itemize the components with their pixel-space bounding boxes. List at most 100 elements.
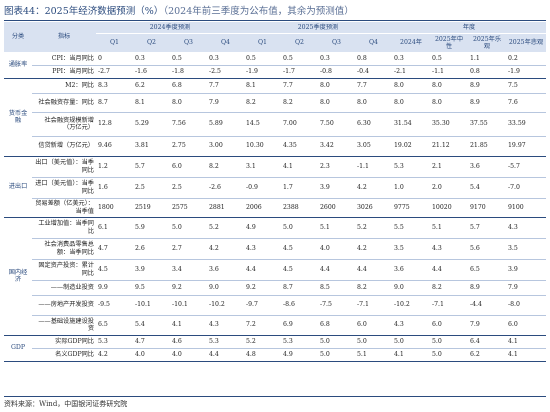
value-cell: 4.4 — [430, 259, 468, 281]
indicator-cell: ——房地产开发投资 — [32, 295, 96, 316]
value-cell: 6.0 — [355, 315, 392, 336]
header-indicator: 指标 — [32, 22, 96, 53]
value-cell: -8.0 — [506, 295, 546, 316]
value-cell: 1.6 — [96, 177, 133, 199]
value-cell: 1.7 — [281, 177, 318, 199]
value-cell: 1800 — [96, 198, 133, 218]
value-cell: 4.1 — [506, 335, 546, 349]
table-row: 社会融资规模新增（万亿元） 12.8 5.29 7.56 5.89 14.5 7.00 7.5… — [4, 112, 546, 137]
value-cell: 33.59 — [506, 112, 546, 137]
value-cell: 4.5 — [96, 259, 133, 281]
value-cell: 5.29 — [133, 112, 170, 137]
column-header: 2025年悲观 — [506, 33, 546, 52]
table-top-rule — [4, 20, 546, 21]
table-row: 进出口 出口（美元值）：当季同比 1.2 5.7 6.0 8.2 3.1 4.1 2.3 -1.1… — [4, 156, 546, 218]
value-cell: 5.4 — [133, 315, 170, 336]
table-row: 货币金融 M2：同比 8.3 6.2 6.8 7.7 8.1 7.7 8.0 7.7 8.0 8.0 8… — [4, 78, 546, 157]
table-row: ——房地产开发投资 -9.5 -10.1 -10.1 -10.2 -9.7 -8.6 -7.5… — [4, 295, 546, 316]
value-cell: 0.3 — [392, 52, 430, 66]
value-cell: 4.3 — [506, 217, 546, 239]
table-row: 信贷新增（万亿元） 9.46 3.81 2.75 3.00 10.30 4.35 3.42 3.… — [4, 136, 546, 157]
value-cell: 7.9 — [468, 315, 506, 336]
table-row: 进口（美元值）：当季同比 1.6 2.5 2.5 -2.6 -0.9 1.7 3.9 4.2 1.… — [4, 177, 546, 199]
value-cell: 9100 — [506, 198, 546, 218]
value-cell: 5.1 — [355, 348, 392, 362]
indicator-cell: CPI：当月同比 — [32, 52, 96, 66]
value-cell: 8.7 — [281, 280, 318, 296]
value-cell: -9.5 — [96, 295, 133, 316]
value-cell: 3026 — [355, 198, 392, 218]
value-cell: 3.42 — [318, 136, 355, 157]
figure-title: 图表44：2025年经济数据预测（%）（2024年前三季度为公布值，其余为预测值… — [4, 3, 354, 17]
value-cell: 7.56 — [170, 112, 207, 137]
value-cell: 37.55 — [468, 112, 506, 137]
value-cell: 4.0 — [318, 238, 355, 260]
header-column-row: Q1 Q2 Q3 Q4 Q1 Q2 Q3 Q4 2024年 2025年中性 2025年乐观 2025年… — [4, 33, 546, 52]
header-group-row: 分类 指标 2024季度预测 2025季度预测 年度 — [4, 22, 546, 53]
value-cell: -1.8 — [170, 65, 207, 79]
value-cell: -4.4 — [468, 295, 506, 316]
value-cell: 6.8 — [318, 315, 355, 336]
value-cell: 8.2 — [430, 280, 468, 296]
table-row: ——基础设施建设投资 6.5 5.4 4.1 4.3 7.2 6.9 6.8 6.0 4.3 6.0… — [4, 315, 546, 336]
value-cell: 4.1 — [506, 348, 546, 362]
column-header: Q4 — [355, 33, 392, 52]
column-header: Q1 — [244, 33, 281, 52]
figure-number: 图表44： — [4, 6, 45, 17]
value-cell: 8.3 — [96, 78, 133, 94]
value-cell: 0.5 — [281, 52, 318, 66]
table-row: 名义GDP同比 4.2 4.0 4.0 4.4 4.8 4.9 5.0 5.1 4.1 5.0 6.2… — [4, 348, 546, 362]
value-cell: 8.9 — [468, 93, 506, 113]
value-cell: -10.2 — [392, 295, 430, 316]
value-cell: 6.0 — [170, 156, 207, 178]
column-header: 2025年中性 — [430, 33, 468, 52]
value-cell: 4.3 — [207, 315, 244, 336]
value-cell: 3.81 — [133, 136, 170, 157]
value-cell: 5.7 — [468, 217, 506, 239]
table-row: 贸易差额（亿美元）：当季值 1800 2519 2575 2881 2006 2388 260… — [4, 198, 546, 218]
indicator-cell: 名义GDP同比 — [32, 348, 96, 362]
value-cell: -1.9 — [506, 65, 546, 79]
value-cell: 3.1 — [244, 156, 281, 178]
value-cell: 3.9 — [318, 177, 355, 199]
value-cell: -10.1 — [170, 295, 207, 316]
value-cell: 3.9 — [133, 259, 170, 281]
value-cell: 8.9 — [468, 78, 506, 94]
value-cell: 7.00 — [281, 112, 318, 137]
value-cell: 6.8 — [170, 78, 207, 94]
table-bottom-rule — [4, 396, 546, 397]
value-cell: 5.3 — [96, 335, 133, 349]
value-cell: 8.7 — [96, 93, 133, 113]
value-cell: 4.8 — [244, 348, 281, 362]
value-cell: 5.5 — [392, 217, 430, 239]
value-cell: 8.0 — [318, 93, 355, 113]
value-cell: 2.6 — [133, 238, 170, 260]
value-cell: 8.0 — [430, 93, 468, 113]
value-cell: 4.4 — [355, 259, 392, 281]
indicator-cell: M2：同比 — [32, 78, 96, 94]
value-cell: 8.0 — [392, 78, 430, 94]
value-cell: -1.1 — [355, 156, 392, 178]
value-cell: 9775 — [392, 198, 430, 218]
value-cell: 4.2 — [96, 348, 133, 362]
value-cell: 4.4 — [318, 259, 355, 281]
value-cell: 5.3 — [207, 335, 244, 349]
value-cell: 7.6 — [506, 93, 546, 113]
header-group-2025: 2025季度预测 — [244, 22, 392, 34]
value-cell: 4.2 — [355, 238, 392, 260]
value-cell: -7.5 — [318, 295, 355, 316]
value-cell: 19.02 — [392, 136, 430, 157]
value-cell: 5.6 — [468, 238, 506, 260]
value-cell: 9.2 — [170, 280, 207, 296]
value-cell: 2.7 — [170, 238, 207, 260]
value-cell: 2600 — [318, 198, 355, 218]
value-cell: 2.5 — [133, 177, 170, 199]
table-row: 社会消费品零售总额：当季同比 4.7 2.6 2.7 4.2 4.3 4.5 4.0 4.2 3.… — [4, 238, 546, 260]
value-cell: 1.1 — [468, 52, 506, 66]
value-cell: 4.2 — [207, 238, 244, 260]
value-cell: 4.1 — [281, 156, 318, 178]
value-cell: 21.85 — [468, 136, 506, 157]
value-cell: 4.6 — [170, 335, 207, 349]
value-cell: 3.6 — [207, 259, 244, 281]
indicator-cell: 实际GDP同比 — [32, 335, 96, 349]
